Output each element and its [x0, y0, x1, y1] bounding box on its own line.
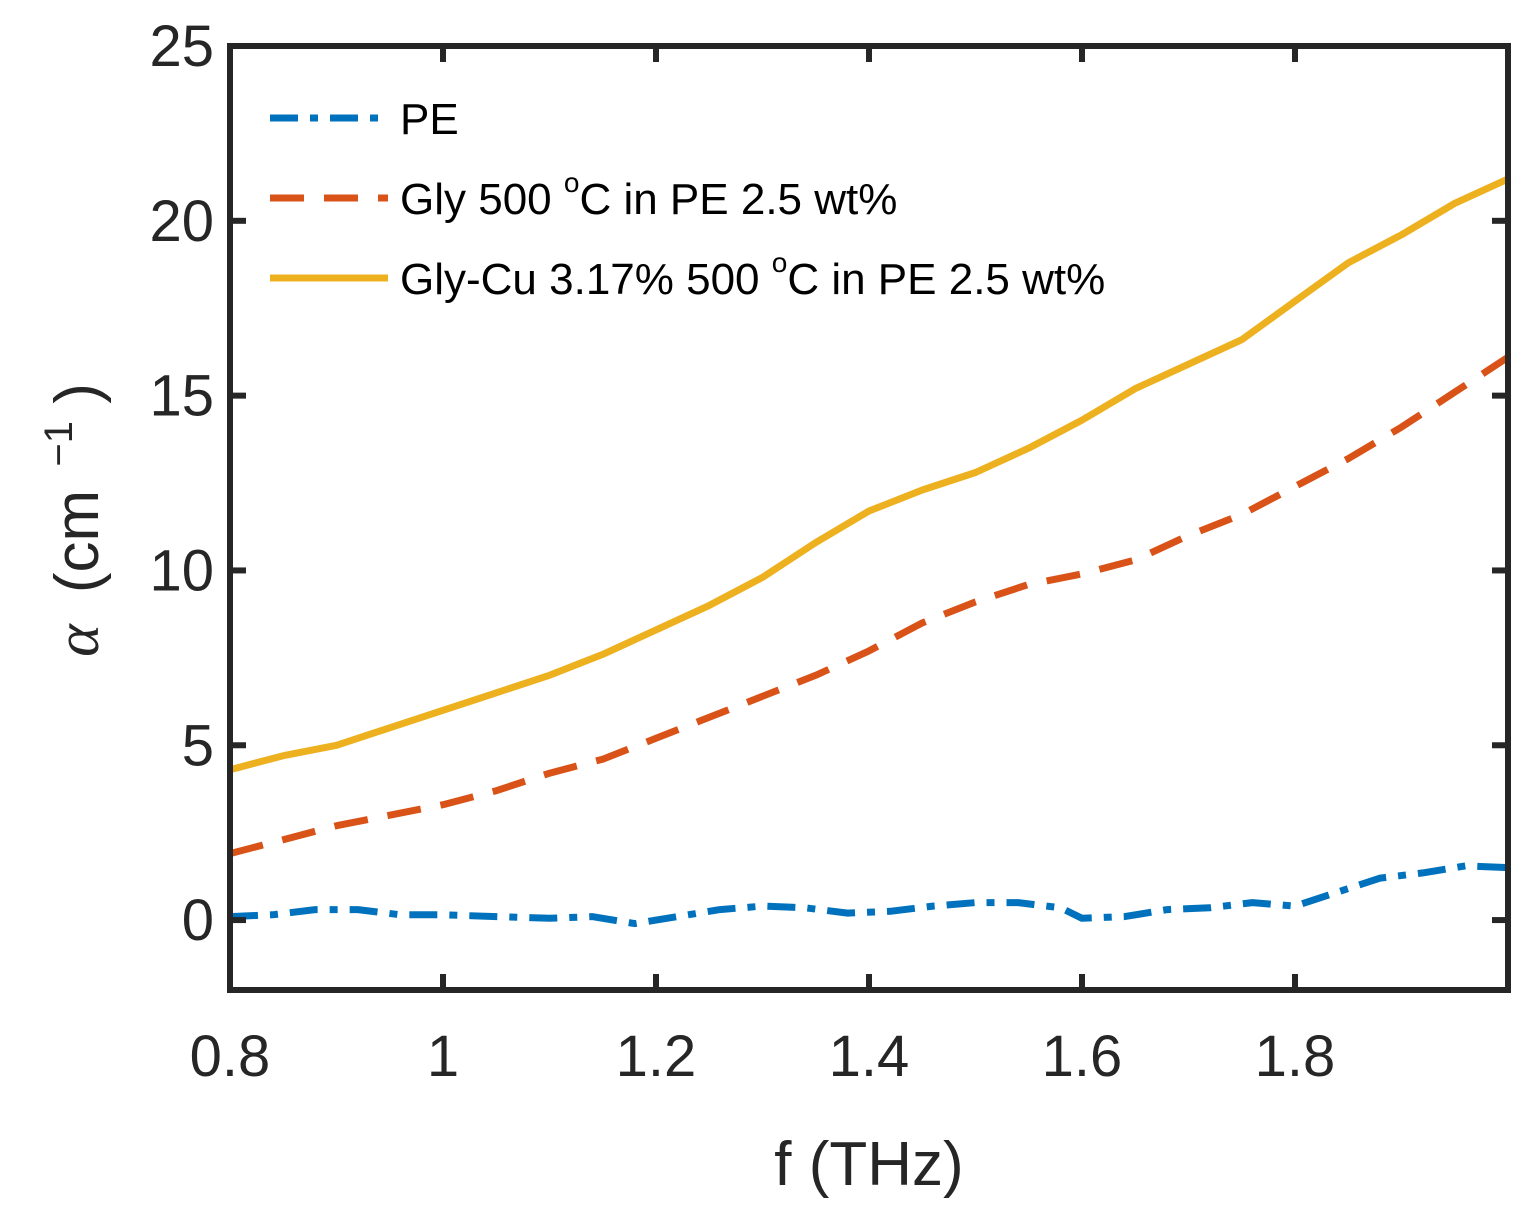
x-tick-label-4: 1.6: [1042, 1024, 1123, 1089]
y-axis-symbol: α: [44, 623, 112, 657]
axis-ticks: [227, 43, 1508, 990]
y-axis-title: α (cm −1 ): [17, 383, 112, 657]
y-axis-exponent: −1: [37, 421, 81, 467]
series-line-1: [229, 354, 1510, 857]
x-tick-label-0: 0.8: [190, 1024, 271, 1089]
tick-labels: 0.8 1 1.2 1.4 1.6 1.8 0 5 10 15 20 25: [149, 14, 1335, 1089]
y-tick-label-3: 15: [149, 364, 214, 429]
series-line-0: [229, 862, 1509, 928]
legend: PE Gly 500 oC in PE 2.5 wt% Gly-Cu 3.17% 5…: [270, 95, 1105, 304]
series-line-2: [229, 175, 1510, 774]
y-axis-unit: (cm: [43, 490, 112, 593]
y-tick-label-0: 0: [182, 888, 214, 953]
y-axis-close: ): [43, 383, 112, 404]
x-tick-label-3: 1.4: [829, 1024, 910, 1089]
y-tick-label-1: 5: [182, 713, 214, 778]
y-tick-label-5: 25: [149, 14, 214, 79]
legend-label-1: Gly 500 oC in PE 2.5 wt%: [400, 167, 897, 224]
plot-area: [229, 175, 1510, 928]
y-tick-label-4: 20: [149, 189, 214, 254]
svg-text:α (cm −1 ): α (cm −1 ): [17, 383, 112, 657]
x-tick-label-1: 1: [427, 1024, 459, 1089]
x-tick-label-2: 1.2: [616, 1024, 697, 1089]
x-axis-title: f (THz): [774, 1130, 963, 1199]
y-tick-label-2: 10: [149, 538, 214, 603]
legend-label-2: Gly-Cu 3.17% 500 oC in PE 2.5 wt%: [400, 247, 1105, 304]
legend-label-0: PE: [400, 95, 459, 144]
x-tick-label-5: 1.8: [1255, 1024, 1336, 1089]
